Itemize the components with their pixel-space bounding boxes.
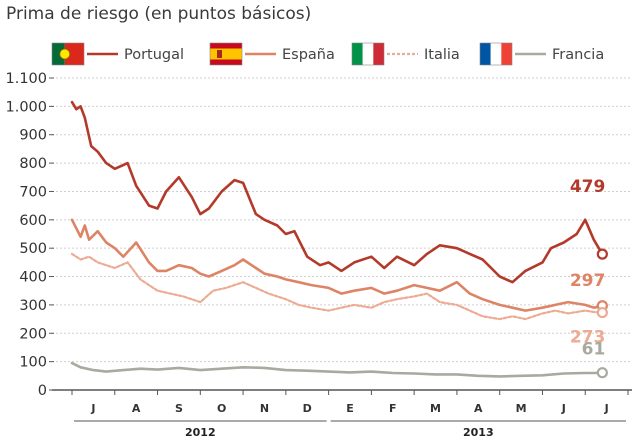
end-value-label-italia: 273 <box>570 328 606 348</box>
france-flag-icon <box>479 42 513 66</box>
y-tick-label: 300 <box>19 298 47 314</box>
series-line-portugal <box>70 100 604 284</box>
end-marker-francia <box>596 367 608 379</box>
flag-emblem <box>217 50 222 58</box>
y-tick-label: 900 <box>19 128 47 144</box>
y-axis: 0 100 200 300 400 500 600 700 800 900 1.000 1.100 <box>5 71 54 399</box>
y-tick-label: 400 <box>19 270 47 286</box>
y-tick-label: 200 <box>19 326 47 342</box>
y-tick-label: 1.000 <box>5 99 47 115</box>
y-tick-label: 100 <box>19 355 47 371</box>
flag-border <box>351 42 385 66</box>
legend-item-francia: Francia <box>479 42 604 66</box>
y-tick-label: 0 <box>38 383 47 399</box>
chart-title: Prima de riesgo (en puntos básicos) <box>6 4 312 24</box>
flag-border <box>209 42 243 66</box>
year-label: 2012 <box>185 426 216 439</box>
flag-band <box>362 43 374 65</box>
portugal-flag-icon <box>51 42 85 66</box>
flag-band <box>490 43 502 65</box>
month-label: S <box>175 402 183 415</box>
month-label: O <box>217 402 226 415</box>
flag-band <box>501 43 512 65</box>
y-tick-label: 500 <box>19 241 47 257</box>
series-line-italia <box>70 252 604 321</box>
flag-band <box>373 43 384 65</box>
series-line-españa <box>70 218 604 312</box>
flag-band <box>480 43 491 65</box>
flag-band <box>352 43 363 65</box>
flag-border <box>51 42 85 66</box>
month-label: M <box>516 402 527 415</box>
legend-item-italia: Italia <box>351 42 460 66</box>
month-label: J <box>604 402 609 415</box>
italy-flag-icon <box>351 42 385 66</box>
legend: Portugal España Italia Francia <box>51 42 604 66</box>
legend-label: Francia <box>552 47 604 63</box>
legend-label: España <box>282 47 335 63</box>
y-tick-label: 700 <box>19 184 47 200</box>
month-label: M <box>430 402 441 415</box>
end-value-label-portugal: 479 <box>570 177 606 197</box>
month-label: F <box>389 402 397 415</box>
month-label: E <box>346 402 354 415</box>
y-tick-label: 800 <box>19 156 47 172</box>
x-axis: J A S O N D E F M A M J J 2012 2013 <box>52 389 632 439</box>
y-tick-label: 600 <box>19 213 47 229</box>
flag-band <box>64 43 84 65</box>
legend-item-españa: España <box>209 42 335 66</box>
month-label: J <box>90 402 95 415</box>
month-label: A <box>474 402 483 415</box>
grid <box>52 77 632 363</box>
series-line-francia <box>70 361 604 378</box>
series-lines <box>70 100 604 378</box>
month-label: D <box>303 402 312 415</box>
y-tick-label: 1.100 <box>5 71 47 87</box>
flag-band <box>210 48 242 60</box>
end-value-label-francia: 61 <box>582 340 606 360</box>
legend-item-portugal: Portugal <box>51 42 184 66</box>
month-label: N <box>260 402 269 415</box>
flag-band <box>52 43 65 65</box>
flag-border <box>479 42 513 66</box>
flag-emblem <box>59 48 71 60</box>
month-label: A <box>132 402 141 415</box>
spain-flag-icon <box>209 42 243 66</box>
legend-label: Portugal <box>124 47 184 63</box>
month-label: J <box>561 402 566 415</box>
end-marker-italia <box>596 306 608 319</box>
end-marker-portugal <box>596 248 608 260</box>
end-value-label-españa: 297 <box>570 271 606 291</box>
year-label: 2013 <box>463 426 494 439</box>
legend-label: Italia <box>424 47 460 63</box>
